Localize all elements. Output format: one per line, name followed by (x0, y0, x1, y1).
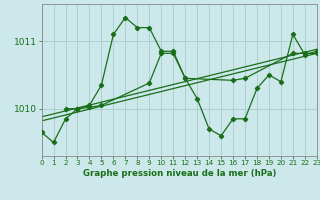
X-axis label: Graphe pression niveau de la mer (hPa): Graphe pression niveau de la mer (hPa) (83, 169, 276, 178)
